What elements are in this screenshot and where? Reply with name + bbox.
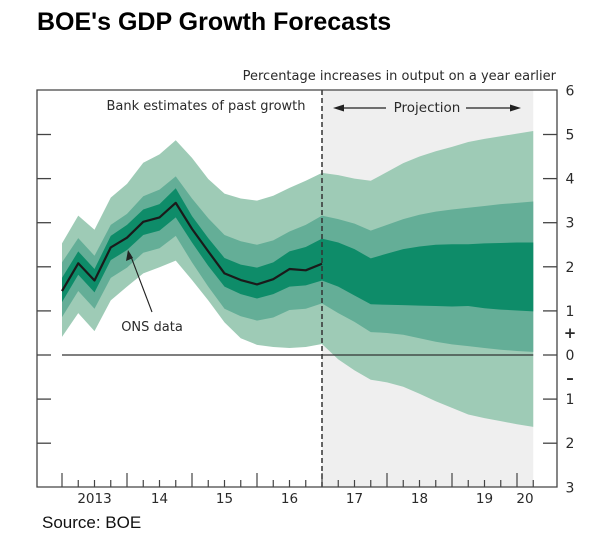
y-tick-label: 6 <box>566 83 575 99</box>
x-tick-label: 19 <box>476 491 493 507</box>
projection-label: Projection <box>394 100 461 116</box>
x-tick-label: 20 <box>516 491 533 507</box>
inner-band <box>62 188 534 312</box>
y-tick-label: 2 <box>566 260 575 276</box>
y-axis: 6 5 4 3 2 1 0 1 2 3 <box>37 83 575 496</box>
past-estimates-label: Bank estimates of past growth <box>106 99 305 114</box>
x-tick-label: 2013 <box>77 491 111 507</box>
x-tick-label: 15 <box>216 491 233 507</box>
y-tick-label: 2 <box>566 436 575 452</box>
y-plus-sign: + <box>564 324 577 342</box>
y-tick-label: 5 <box>566 128 575 144</box>
ons-annotation: ONS data <box>121 250 183 335</box>
x-tick-label: 16 <box>281 491 298 507</box>
x-tick-label: 14 <box>151 491 168 507</box>
y-minus-sign: – <box>566 369 574 387</box>
ons-data-line <box>61 201 323 292</box>
y-axis-title: Percentage increases in output on a year… <box>243 69 557 84</box>
projection-arrow-right-head <box>510 104 521 112</box>
fan-bands <box>62 130 534 427</box>
y-tick-label: 1 <box>566 392 575 408</box>
ons-arrow-head <box>126 250 133 261</box>
ons-arrow-line <box>129 253 153 313</box>
projection-arrow-left-head <box>333 104 344 112</box>
y-tick-label: 4 <box>566 172 575 188</box>
projection-arrow <box>333 104 521 112</box>
source-note: Source: BOE <box>42 513 142 532</box>
x-tick-label: 18 <box>411 491 428 507</box>
y-tick-label: 3 <box>566 216 575 232</box>
y-tick-label: 3 <box>566 480 575 496</box>
chart-title: BOE's GDP Growth Forecasts <box>37 8 392 36</box>
ons-data-label: ONS data <box>121 320 183 335</box>
y-tick-label: 0 <box>566 348 575 364</box>
x-axis: 2013 14 15 16 17 18 19 20 <box>61 473 534 507</box>
x-tick-label: 17 <box>346 491 363 507</box>
y-tick-label: 1 <box>566 304 575 320</box>
